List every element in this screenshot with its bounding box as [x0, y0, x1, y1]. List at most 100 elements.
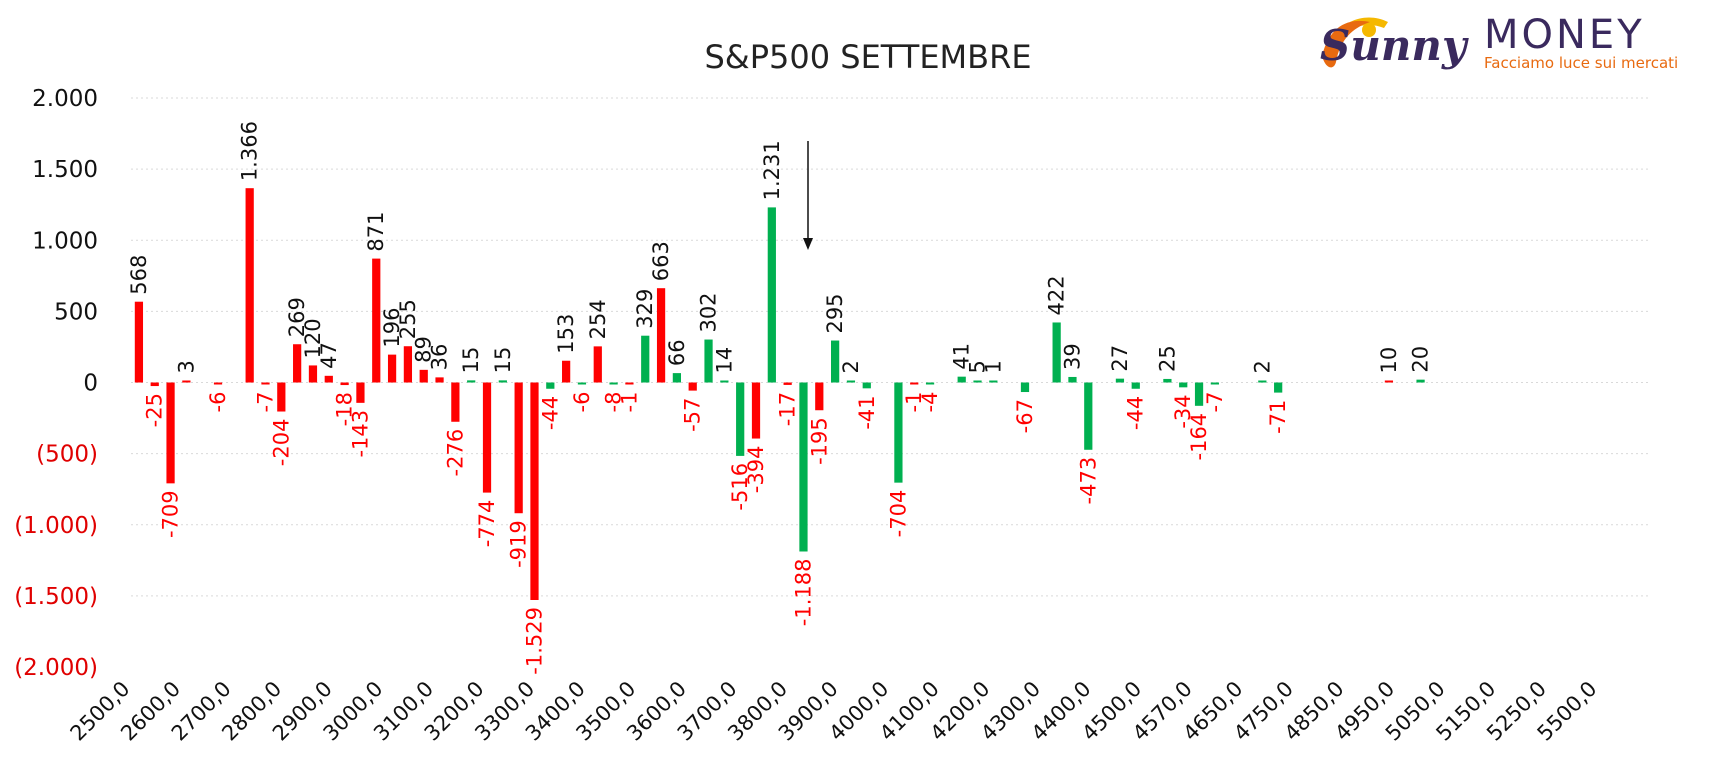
- data-label: -44: [538, 396, 562, 430]
- bar: [498, 380, 507, 383]
- bar: [435, 377, 444, 383]
- data-label: -704: [886, 490, 910, 538]
- bar: [546, 382, 555, 389]
- data-label: 66: [665, 339, 689, 366]
- bar: [1179, 382, 1188, 388]
- bar: [150, 382, 159, 387]
- data-label: -1: [617, 392, 641, 413]
- bar: [989, 380, 998, 383]
- logo-brand-left: Sunny: [1320, 21, 1469, 70]
- bar: [467, 380, 476, 383]
- bar: [577, 382, 587, 385]
- data-label: -71: [1266, 400, 1290, 434]
- data-label: -67: [1013, 399, 1037, 433]
- bar: [562, 360, 571, 383]
- data-label: 196: [380, 308, 404, 348]
- bar: [245, 188, 254, 383]
- y-tick-label: 2.000: [32, 86, 98, 112]
- bar: [419, 369, 428, 383]
- bar: [894, 382, 903, 483]
- bar: [799, 382, 808, 552]
- bar: [1258, 380, 1267, 383]
- bar: [387, 354, 397, 383]
- bars: [134, 188, 1425, 601]
- bar: [1115, 378, 1125, 383]
- data-label: 20: [1409, 346, 1433, 373]
- data-label: -276: [443, 429, 467, 477]
- data-label: 2: [1250, 360, 1274, 373]
- bar: [356, 382, 365, 403]
- bar: [957, 376, 966, 383]
- bar: [514, 382, 523, 514]
- data-label: -473: [1076, 457, 1100, 505]
- bar: [1052, 322, 1061, 383]
- data-label: 15: [459, 347, 483, 374]
- logo: Sunny MONEY Facciamo luce sui mercati: [1320, 12, 1678, 72]
- bar: [1194, 382, 1204, 406]
- data-label: 871: [364, 212, 388, 252]
- bar: [925, 382, 935, 385]
- y-axis-ticks: 2.000 1.500 1.000 500 0 (500) (1.000) (1.500) (2…: [14, 86, 98, 681]
- data-label: 14: [712, 347, 736, 374]
- bar: [261, 382, 270, 385]
- bar: [688, 382, 697, 391]
- bar: [973, 380, 982, 383]
- bar: [783, 382, 792, 385]
- data-label: 3: [174, 360, 198, 373]
- data-label: -17: [776, 392, 800, 426]
- y-tick-label: 1.000: [32, 228, 98, 254]
- bar: [340, 382, 349, 386]
- data-label: 255: [396, 299, 420, 339]
- data-label: -164: [1187, 413, 1211, 461]
- bar: [1274, 382, 1283, 393]
- bar: [277, 382, 286, 412]
- bar: [1131, 382, 1140, 389]
- sun-icon: [1362, 23, 1376, 37]
- data-label: 329: [633, 289, 657, 329]
- data-label: -44: [1124, 396, 1148, 430]
- data-label: 25: [1155, 345, 1179, 372]
- data-label: 153: [554, 314, 578, 354]
- bar: [482, 382, 492, 493]
- y-tick-label: 0: [83, 371, 98, 397]
- data-label: -4: [918, 392, 942, 413]
- bar: [831, 340, 840, 383]
- gridlines: [131, 97, 1650, 597]
- bar: [1384, 380, 1394, 383]
- y-tick-label: 1.500: [32, 157, 98, 183]
- bar: [767, 207, 776, 383]
- data-label: -709: [159, 490, 183, 538]
- bar: [1416, 379, 1425, 383]
- chart-title: S&P500 SETTEMBRE: [704, 38, 1031, 76]
- y-tick-label: (500): [36, 442, 98, 468]
- annotation-arrow: [803, 141, 813, 250]
- data-label: -1.188: [791, 558, 815, 626]
- data-label: -204: [269, 419, 293, 467]
- bar: [593, 346, 602, 383]
- y-tick-label: 500: [54, 299, 98, 325]
- data-label: -1: [902, 392, 926, 413]
- data-label: -919: [507, 520, 531, 568]
- y-tick-label: (2.000): [14, 655, 98, 681]
- data-label: 663: [649, 241, 673, 281]
- bar: [815, 382, 824, 411]
- data-label: -7: [253, 392, 277, 413]
- data-label: -6: [570, 392, 594, 413]
- data-label: -394: [744, 446, 768, 494]
- bar: [372, 258, 381, 383]
- bar: [134, 301, 144, 383]
- x-axis-ticks: 2500,02600,02700,02800,02900,03000,03100…: [66, 677, 1602, 746]
- data-labels: 568-25-7093-61.366-7-20426912047-18-1438…: [127, 121, 1433, 675]
- data-label: -8: [602, 392, 626, 413]
- data-label: 120: [301, 318, 325, 358]
- data-label: 302: [697, 292, 721, 332]
- data-label: 2: [839, 360, 863, 373]
- data-label: -195: [807, 417, 831, 465]
- data-label: -34: [1171, 394, 1195, 428]
- data-label: -7: [1203, 392, 1227, 413]
- bar: [736, 382, 745, 456]
- data-label: 254: [586, 299, 610, 339]
- data-label: -774: [475, 500, 499, 548]
- bar: [1210, 382, 1219, 385]
- logo-swoosh-icon: [1322, 20, 1370, 68]
